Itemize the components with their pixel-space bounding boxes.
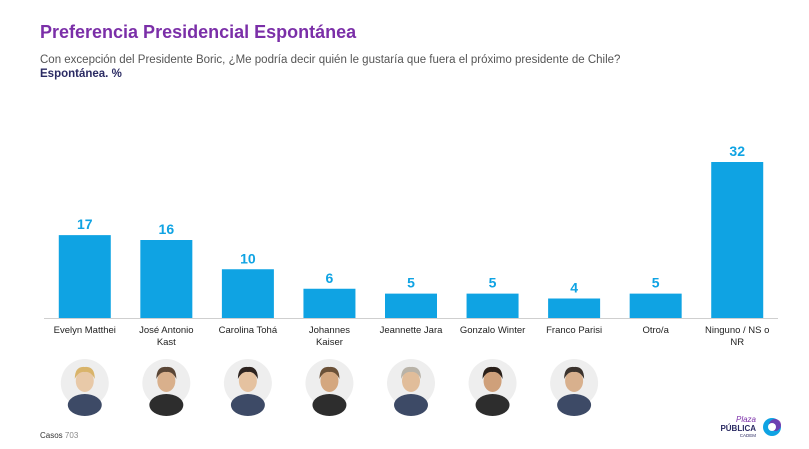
x-tick-label: Franco Parisi xyxy=(546,325,602,336)
candidate-photo-face xyxy=(402,370,420,392)
bar xyxy=(629,293,682,318)
candidate-photo-body xyxy=(312,394,347,416)
bar xyxy=(385,293,437,318)
x-tick-label: Otro/a xyxy=(642,325,669,336)
candidate-photo-hair xyxy=(564,366,585,379)
bar xyxy=(58,235,111,318)
x-tick-label: Gonzalo Winter xyxy=(460,325,525,336)
candidate-photo-body xyxy=(557,394,592,416)
cases-value: 703 xyxy=(64,431,79,440)
logo-line1: Plaza xyxy=(736,415,757,424)
data-label: 16 xyxy=(159,221,175,237)
candidate-photo-body xyxy=(230,394,265,416)
data-label: 5 xyxy=(489,275,497,291)
logo-line3: CADEM xyxy=(740,433,757,438)
page-title: Preferencia Presidencial Espontánea xyxy=(40,22,357,42)
x-tick-label: NR xyxy=(730,337,744,348)
candidate-photo-face xyxy=(565,370,584,392)
cases-label: Casos xyxy=(40,431,63,440)
data-label: 5 xyxy=(407,275,415,291)
candidate-photo-hair xyxy=(401,366,421,379)
x-tick-label: Ninguno / NS o xyxy=(705,325,769,336)
candidate-photo-hair xyxy=(237,366,258,379)
data-label: 5 xyxy=(652,275,660,291)
candidate-photo-body xyxy=(475,394,510,416)
logo-line2: PÚBLICA xyxy=(720,424,756,433)
candidate-photo-face xyxy=(75,370,94,392)
bar xyxy=(140,240,193,318)
candidate-photo-face xyxy=(157,370,176,392)
candidate-photo-hair xyxy=(319,366,340,379)
candidate-photo-hair xyxy=(74,366,95,379)
data-label: 32 xyxy=(729,143,745,159)
candidate-photo-body xyxy=(394,394,428,416)
candidate-photo-face xyxy=(238,370,257,392)
x-tick-label: José Antonio xyxy=(139,325,193,336)
bar xyxy=(548,298,601,318)
candidate-photo-body xyxy=(149,394,184,416)
data-label: 10 xyxy=(240,250,256,266)
cadem-logo: Plaza PÚBLICA CADEM xyxy=(720,415,781,438)
data-label: 4 xyxy=(570,280,578,296)
x-tick-label: Johannes xyxy=(309,325,350,336)
candidate-photo-face xyxy=(483,370,502,392)
page-subtitle: Con excepción del Presidente Boric, ¿Me … xyxy=(40,54,621,66)
x-tick-label: Carolina Tohá xyxy=(219,325,278,336)
candidate-photo-hair xyxy=(482,366,503,379)
data-label: 17 xyxy=(77,216,93,232)
candidate-photo-body xyxy=(67,394,102,416)
unit-label: Espontánea. % xyxy=(40,68,122,80)
x-tick-label: Kaiser xyxy=(316,337,343,348)
bar xyxy=(303,288,356,318)
x-tick-label: Kast xyxy=(157,337,176,348)
candidate-photo-face xyxy=(320,370,339,392)
data-label: 6 xyxy=(326,270,334,286)
candidate-photo-hair xyxy=(156,366,177,379)
x-tick-label: Evelyn Matthei xyxy=(54,325,116,336)
bar xyxy=(221,269,274,318)
bar xyxy=(466,293,519,318)
x-tick-label: Jeannette Jara xyxy=(380,325,444,336)
cases-count: Casos 703 xyxy=(40,431,78,440)
bar xyxy=(711,162,764,318)
